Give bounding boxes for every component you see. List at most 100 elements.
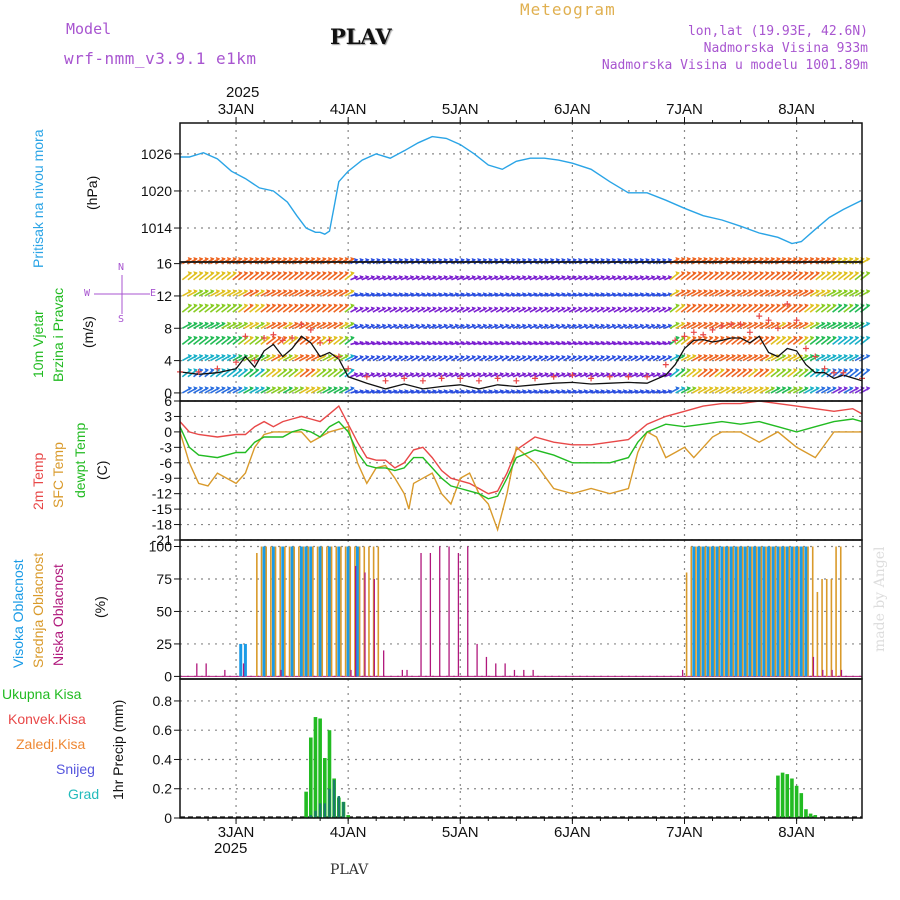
wind-arrowhead xyxy=(720,353,725,359)
wind-arrowhead xyxy=(804,321,809,327)
cloud-high-bar xyxy=(743,546,747,677)
precip-tick-label: 0.6 xyxy=(153,722,173,738)
wind-arrowhead xyxy=(720,386,725,391)
wind-arrowhead xyxy=(826,368,832,373)
cloud-high-bar xyxy=(318,546,322,677)
wind-arrowhead xyxy=(527,275,533,280)
wind-arrowhead xyxy=(339,271,344,276)
wind-arrowhead xyxy=(742,335,748,341)
wind-arrowhead xyxy=(781,289,787,294)
wind-arrowhead xyxy=(477,372,482,377)
wind-arrowhead xyxy=(449,292,454,297)
wind-arrowhead xyxy=(316,271,322,276)
wind-arrowhead xyxy=(271,289,277,294)
wind-arrowhead xyxy=(714,289,719,294)
wind-arrowhead xyxy=(826,271,832,276)
panel-frame xyxy=(179,678,863,819)
wind-arrowhead xyxy=(350,321,355,327)
cloud-high-bar xyxy=(767,546,771,677)
wind-arrowhead xyxy=(215,335,221,341)
wind-arrowhead xyxy=(350,335,355,341)
wind-arrowhead xyxy=(243,353,249,359)
wind-arrowhead xyxy=(686,289,691,294)
wind-arrowhead xyxy=(215,386,221,391)
wind-arrowhead xyxy=(544,306,549,311)
wind-arrowhead xyxy=(680,321,686,327)
wind-arrowhead xyxy=(266,353,271,359)
product-title: Meteogram xyxy=(520,0,616,19)
wind-arrowhead xyxy=(305,321,310,327)
wind-arrowhead xyxy=(198,289,204,294)
wind-arrowhead xyxy=(854,368,860,373)
wind-arrowhead xyxy=(365,275,370,280)
wind-arrowhead xyxy=(460,306,465,311)
wind-arrowhead xyxy=(282,321,288,327)
wind-arrowhead xyxy=(622,292,628,297)
temp-tick-label: -21 xyxy=(152,532,172,548)
wind-arrowhead xyxy=(294,256,299,262)
wind-arrowhead xyxy=(465,372,471,377)
wind-arrowhead xyxy=(437,323,443,329)
wind-arrowhead xyxy=(499,257,504,263)
wind-arrowhead xyxy=(454,275,460,280)
wind-arrowhead xyxy=(639,292,645,297)
wind-arrowhead xyxy=(505,372,510,377)
wind-arrowhead xyxy=(322,335,327,341)
wind-arrowhead xyxy=(271,321,277,327)
wind-arrowhead xyxy=(787,386,792,391)
wind-arrowhead xyxy=(533,340,538,346)
wind-arrowhead xyxy=(742,303,748,308)
wind-arrowhead xyxy=(832,271,837,276)
wind-arrowhead xyxy=(550,354,555,360)
temp-tick-label: -6 xyxy=(160,455,173,471)
wind-arrowhead xyxy=(370,257,376,263)
wind-arrowhead xyxy=(742,368,748,373)
temp-tick-label: 0 xyxy=(164,424,172,440)
wind-arrowhead xyxy=(204,353,209,359)
wind-arrowhead xyxy=(254,289,260,294)
wind-arrowhead xyxy=(544,292,549,297)
cloud-high-bar xyxy=(799,546,803,677)
wind-arrowhead xyxy=(826,335,832,341)
wind-arrowhead xyxy=(381,340,387,346)
cloud-high-bar xyxy=(697,546,701,677)
wind-arrowhead xyxy=(572,354,577,360)
wind-arrowhead xyxy=(561,354,566,360)
wind-arrowhead xyxy=(714,368,719,373)
wind-tick-label: 12 xyxy=(156,288,172,304)
wind-arrowhead xyxy=(243,321,249,327)
wind-arrowhead xyxy=(465,354,471,360)
wind-arrowhead xyxy=(843,303,848,308)
wind-arrowhead xyxy=(770,303,776,308)
wind-gust-marker xyxy=(550,373,557,380)
wind-arrowhead xyxy=(522,354,527,360)
wind-arrowhead xyxy=(243,256,249,262)
wind-arrowhead xyxy=(709,368,714,373)
wind-arrowhead xyxy=(350,303,355,308)
wind-arrowhead xyxy=(426,292,432,297)
wind-arrowhead xyxy=(522,389,527,394)
wind-arrowhead xyxy=(544,389,549,394)
precip-total-bar xyxy=(808,813,813,818)
wind-arrowhead xyxy=(243,386,249,391)
pressure-tick-label: 1026 xyxy=(141,146,172,162)
wind-arrowhead xyxy=(516,257,521,263)
wind-arrowhead xyxy=(725,271,731,276)
wind-gust-marker xyxy=(382,377,389,384)
wind-gust-marker xyxy=(326,337,333,344)
wind-arrowhead xyxy=(305,368,310,373)
wind-arrowhead xyxy=(522,306,527,311)
wind-arrowhead xyxy=(809,386,815,391)
wind-arrowhead xyxy=(628,306,633,311)
wind-arrowhead xyxy=(243,368,249,373)
wind-arrowhead xyxy=(204,321,209,327)
wind-arrowhead xyxy=(398,323,404,329)
wind-arrowhead xyxy=(449,354,454,360)
wind-barb-field xyxy=(181,256,871,394)
wind-arrowhead xyxy=(837,289,843,294)
wind-arrowhead xyxy=(748,303,753,308)
wind-arrowhead xyxy=(398,340,404,346)
wind-arrowhead xyxy=(720,303,725,308)
wind-arrowhead xyxy=(232,303,237,308)
wind-arrowhead xyxy=(415,354,420,360)
